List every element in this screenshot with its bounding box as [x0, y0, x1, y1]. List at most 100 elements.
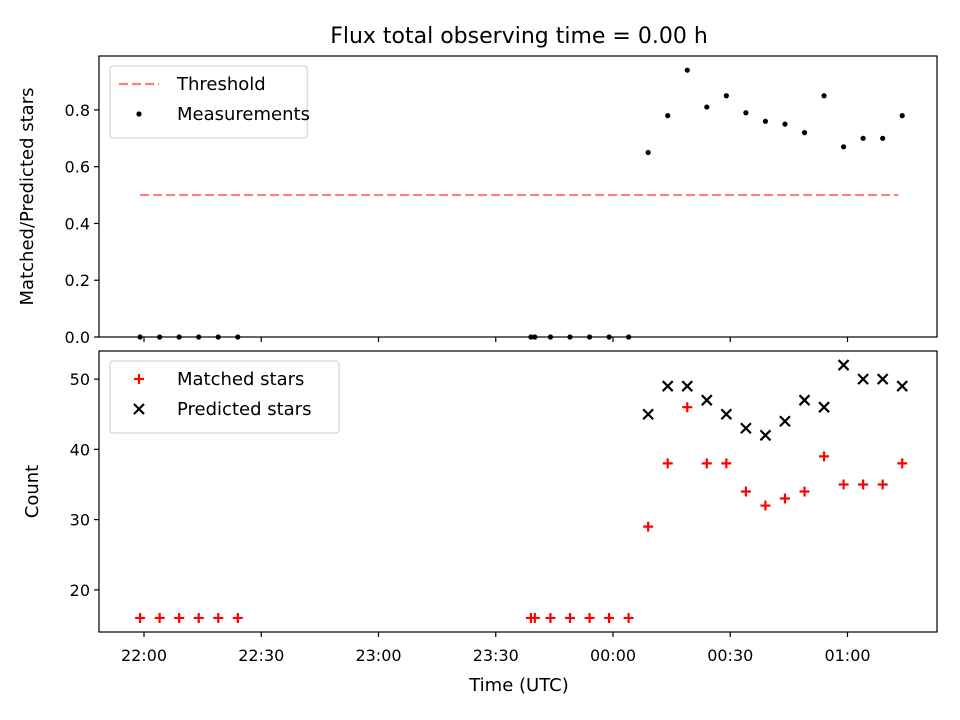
data-point: [821, 93, 827, 99]
series-measurements: [137, 67, 905, 340]
data-point: [684, 67, 690, 73]
data-point: [704, 104, 710, 110]
data-point: [701, 394, 713, 406]
data-point: [665, 113, 671, 119]
y-tick-label: 0.0: [65, 328, 90, 347]
data-point: [584, 612, 595, 623]
y-tick-label: 0.6: [65, 158, 90, 177]
data-point: [838, 479, 849, 490]
data-point: [137, 334, 143, 340]
y-axis-label: Count: [22, 465, 43, 518]
data-point: [623, 612, 634, 623]
x-tick-label: 22:30: [238, 646, 284, 665]
data-point: [606, 334, 612, 340]
legend-swatch: [134, 374, 144, 384]
y-tick-label: 0.8: [65, 101, 90, 120]
data-point: [682, 402, 693, 413]
data-point: [857, 373, 869, 385]
data-point: [743, 110, 749, 116]
data-point: [723, 93, 729, 99]
data-point: [740, 486, 751, 497]
y-tick-label: 40: [70, 440, 90, 459]
data-point: [701, 458, 712, 469]
data-point: [799, 486, 810, 497]
data-point: [762, 118, 769, 124]
data-point: [720, 408, 733, 421]
data-point: [567, 334, 573, 340]
legend-box: [109, 360, 340, 434]
data-point: [896, 380, 908, 392]
data-point: [235, 334, 241, 340]
series-matched-stars: [135, 402, 908, 623]
plot-frame: [98, 55, 938, 338]
legend-label: Matched stars: [177, 369, 304, 390]
data-point: [721, 458, 732, 469]
legend: Matched stars Predicted stars: [109, 360, 340, 434]
x-tick-label: 00:30: [707, 646, 753, 665]
data-point: [818, 401, 830, 413]
y-tick-label: 0.4: [65, 214, 90, 233]
data-point: [798, 394, 811, 406]
data-point: [626, 334, 632, 340]
y-tick-label: 0.2: [65, 271, 90, 290]
data-point: [759, 429, 772, 442]
data-point: [547, 334, 554, 340]
data-point: [880, 135, 886, 141]
data-point: [643, 521, 654, 532]
data-point: [174, 612, 185, 623]
x-tick-label: 22:00: [121, 646, 167, 665]
data-point: [779, 415, 791, 428]
y-axis-label: Matched/Predicted stars: [17, 88, 38, 306]
data-point: [740, 422, 752, 435]
x-tick-label: 00:00: [590, 646, 636, 665]
x-tick-label: 01:00: [824, 646, 870, 665]
count-panel: 20 30 40 50 22:00 22:30 23:00 23:30 00:00 00:30 01…: [22, 350, 938, 665]
data-point: [876, 373, 889, 385]
plot-frame: [98, 350, 938, 633]
data-point: [840, 144, 847, 150]
legend-label: Measurements: [177, 104, 310, 125]
data-point: [532, 334, 538, 340]
y-tick-label: 20: [70, 581, 90, 600]
legend-box: [109, 65, 308, 139]
legend: Threshold Measurements: [109, 65, 310, 139]
x-tick-label: 23:00: [355, 646, 401, 665]
data-point: [899, 113, 905, 119]
data-point: [661, 380, 674, 392]
data-point: [157, 334, 163, 340]
legend-swatch: [133, 403, 145, 415]
data-point: [586, 334, 593, 340]
data-point: [529, 612, 540, 623]
data-point: [196, 334, 202, 340]
data-point: [528, 334, 534, 340]
data-point: [858, 479, 869, 490]
data-point: [232, 612, 243, 623]
legend-label: Threshold: [176, 74, 266, 95]
data-point: [782, 121, 788, 127]
data-point: [604, 612, 615, 623]
legend-label: Predicted stars: [177, 399, 311, 420]
y-tick-label: 30: [70, 511, 90, 530]
data-point: [662, 458, 673, 469]
data-point: [642, 408, 654, 421]
x-axis-label: Time (UTC): [468, 675, 569, 696]
y-tick-label: 50: [70, 370, 90, 389]
data-point: [760, 500, 771, 511]
data-point: [860, 135, 866, 141]
data-point: [213, 612, 224, 623]
data-point: [215, 334, 221, 340]
data-point: [681, 380, 694, 392]
data-point: [779, 493, 790, 504]
data-point: [801, 130, 808, 136]
data-point: [176, 334, 182, 340]
data-point: [819, 451, 830, 462]
data-point: [897, 458, 908, 469]
chart-title: Flux total observing time = 0.00 h: [330, 24, 708, 49]
series-predicted-stars: [642, 359, 908, 442]
data-point: [837, 359, 850, 371]
data-point: [565, 612, 576, 623]
data-point: [154, 612, 165, 623]
x-tick-label: 23:30: [473, 646, 519, 665]
data-point: [193, 612, 204, 623]
